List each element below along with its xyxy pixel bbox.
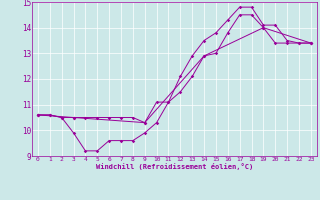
X-axis label: Windchill (Refroidissement éolien,°C): Windchill (Refroidissement éolien,°C)	[96, 163, 253, 170]
